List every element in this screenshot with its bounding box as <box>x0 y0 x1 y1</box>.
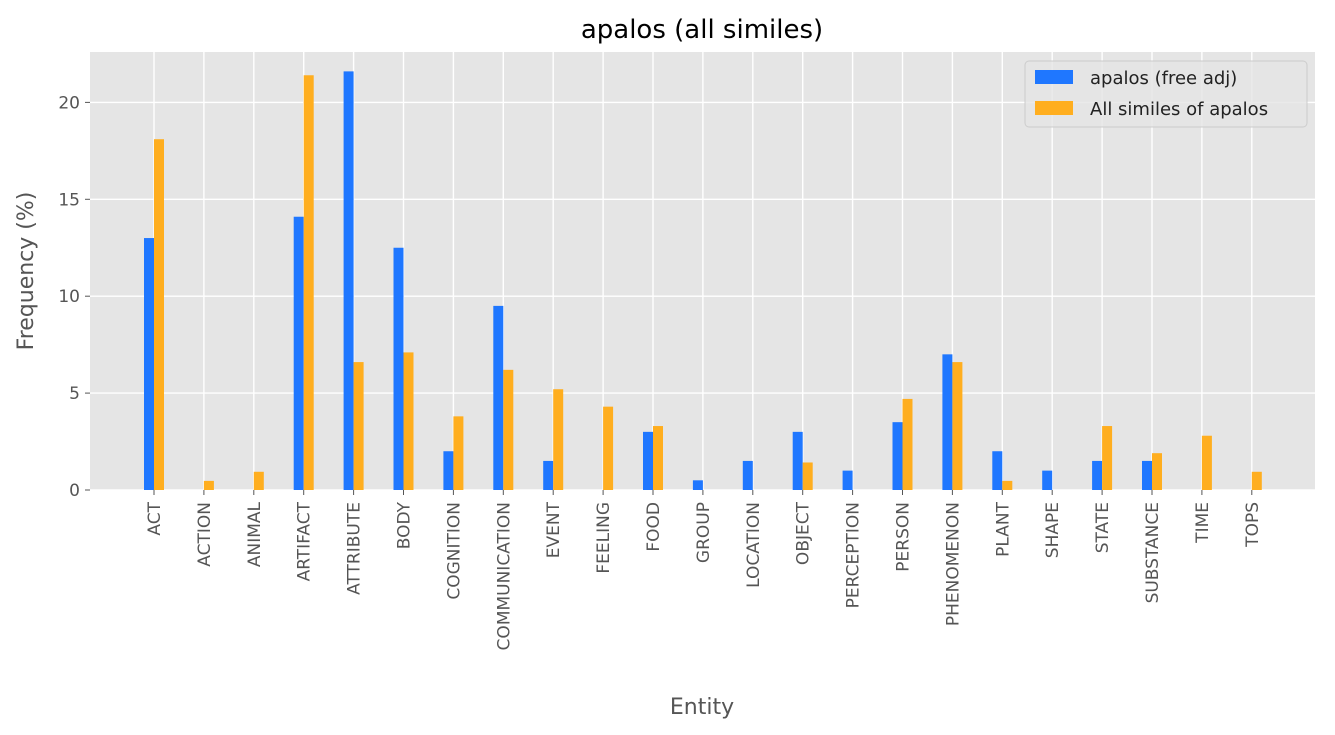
legend-label-apalos-free-adj: apalos (free adj) <box>1090 68 1237 89</box>
x-tick-label-object: OBJECT <box>794 501 814 565</box>
bar-all-similes-of-apalos-plant <box>1002 480 1013 490</box>
legend-swatch-apalos-free-adj <box>1035 70 1073 84</box>
bar-apalos-free-adj-body <box>393 247 404 490</box>
y-tick-label: 15 <box>58 190 80 210</box>
y-tick-label: 5 <box>69 384 80 404</box>
x-tick-label-shape: SHAPE <box>1043 502 1063 558</box>
bar-all-similes-of-apalos-time <box>1201 435 1212 490</box>
bar-all-similes-of-apalos-attribute <box>353 362 364 490</box>
x-tick-label-body: BODY <box>395 501 415 549</box>
bar-all-similes-of-apalos-state <box>1102 426 1113 490</box>
x-axis-ticks: ACT ACTION ANIMAL ARTIFACT ATTRIBUTE BODY COGN… <box>145 490 1263 650</box>
y-tick-label: 10 <box>58 287 80 307</box>
legend: apalos (free adj) All similes of apalos <box>1024 60 1308 128</box>
bar-apalos-free-adj-communication <box>493 305 504 490</box>
bars <box>144 71 1262 491</box>
bar-all-similes-of-apalos-animal <box>253 471 264 490</box>
bar-all-similes-of-apalos-act <box>154 139 164 490</box>
bar-all-similes-of-apalos-phenomenon <box>952 362 963 490</box>
bar-apalos-free-adj-cognition <box>443 451 454 490</box>
x-tick-label-action: ACTION <box>195 502 215 567</box>
x-tick-label-state: STATE <box>1093 502 1113 553</box>
bar-apalos-free-adj-phenomenon <box>942 354 953 490</box>
bar-apalos-free-adj-shape <box>1042 470 1053 490</box>
bar-all-similes-of-apalos-person <box>902 398 913 490</box>
bar-all-similes-of-apalos-communication <box>503 369 514 490</box>
bar-apalos-free-adj-location <box>742 460 753 490</box>
x-tick-label-attribute: ATTRIBUTE <box>345 502 365 595</box>
bar-apalos-free-adj-perception <box>842 470 853 490</box>
x-tick-label-phenomenon: PHENOMENON <box>943 502 963 626</box>
bar-all-similes-of-apalos-food <box>653 426 663 490</box>
bar-apalos-free-adj-plant <box>992 451 1003 490</box>
x-tick-label-artifact: ARTIFACT <box>295 501 315 581</box>
bar-apalos-free-adj-attribute <box>343 71 354 491</box>
legend-swatch-all-similes <box>1035 101 1073 115</box>
bar-apalos-free-adj-group <box>692 480 703 490</box>
x-tick-label-event: EVENT <box>544 501 564 558</box>
bar-all-similes-of-apalos-body <box>403 352 414 490</box>
y-axis-label: Frequency (%) <box>14 192 39 351</box>
bar-all-similes-of-apalos-feeling <box>603 406 614 490</box>
bar-apalos-free-adj-substance <box>1142 460 1152 490</box>
legend-label-all-similes: All similes of apalos <box>1090 99 1268 120</box>
x-tick-label-tops: TOPS <box>1243 502 1263 548</box>
bar-all-similes-of-apalos-cognition <box>453 416 464 490</box>
x-axis-label: Entity <box>670 695 734 720</box>
bar-all-similes-of-apalos-event <box>553 389 564 490</box>
x-tick-label-substance: SUBSTANCE <box>1143 502 1163 603</box>
bar-apalos-free-adj-food <box>643 431 653 490</box>
bar-all-similes-of-apalos-object <box>802 462 813 490</box>
x-tick-label-cognition: COGNITION <box>444 502 464 600</box>
legend-box <box>1024 60 1308 128</box>
x-tick-label-person: PERSON <box>894 502 914 572</box>
y-tick-label: 0 <box>69 481 80 501</box>
x-tick-label-animal: ANIMAL <box>245 501 265 567</box>
y-axis-ticks: 0 5 10 15 20 <box>58 93 90 501</box>
x-tick-label-communication: COMMUNICATION <box>494 502 514 650</box>
x-tick-label-perception: PERCEPTION <box>844 502 864 608</box>
x-tick-label-feeling: FEELING <box>594 502 614 574</box>
x-tick-label-location: LOCATION <box>744 502 764 588</box>
bar-all-similes-of-apalos-tops <box>1251 471 1262 490</box>
bar-apalos-free-adj-act <box>144 238 154 490</box>
bar-apalos-free-adj-person <box>892 422 903 490</box>
bar-apalos-free-adj-event <box>543 460 554 490</box>
bar-apalos-free-adj-state <box>1092 460 1103 490</box>
bar-all-similes-of-apalos-substance <box>1152 453 1162 490</box>
bar-all-similes-of-apalos-action <box>203 480 214 490</box>
x-tick-label-act: ACT <box>145 501 165 535</box>
x-tick-label-plant: PLANT <box>993 501 1013 556</box>
y-tick-label: 20 <box>58 93 80 113</box>
chart-title: apalos (all similes) <box>581 15 823 45</box>
x-tick-label-group: GROUP <box>694 502 714 563</box>
bar-all-similes-of-apalos-artifact <box>303 75 314 490</box>
bar-apalos-free-adj-object <box>792 431 803 490</box>
x-tick-label-food: FOOD <box>644 502 664 552</box>
bar-apalos-free-adj-artifact <box>293 216 304 491</box>
x-tick-label-time: TIME <box>1193 502 1213 544</box>
